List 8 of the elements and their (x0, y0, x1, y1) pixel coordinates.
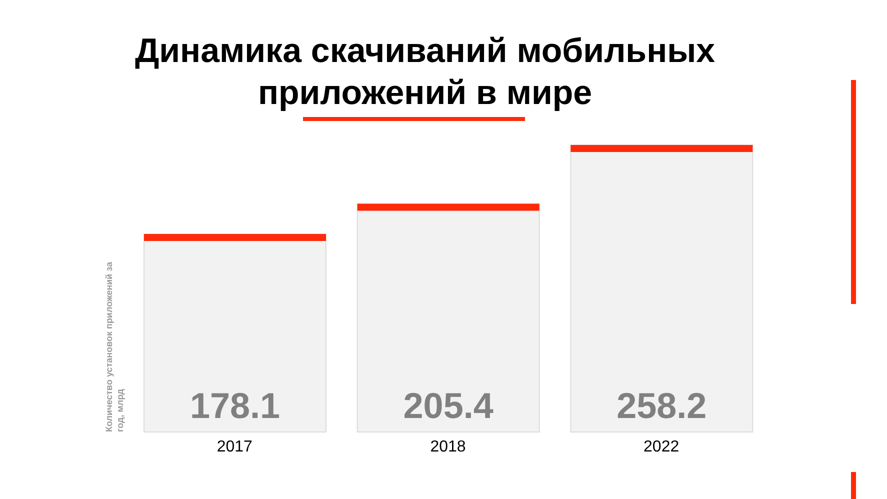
x-tick-label: 2018 (430, 438, 466, 456)
x-tick-label: 2017 (216, 438, 253, 456)
y-axis-title: Количество установок приложений за год, млрд (104, 260, 126, 432)
data-label: 258.2 (616, 385, 707, 426)
x-tick-label: 2022 (644, 438, 680, 456)
data-label: 205.4 (403, 385, 494, 426)
chart-title: Динамика скачиваний мобильных приложений в мире (134, 31, 716, 114)
data-label: 178.1 (190, 385, 280, 426)
